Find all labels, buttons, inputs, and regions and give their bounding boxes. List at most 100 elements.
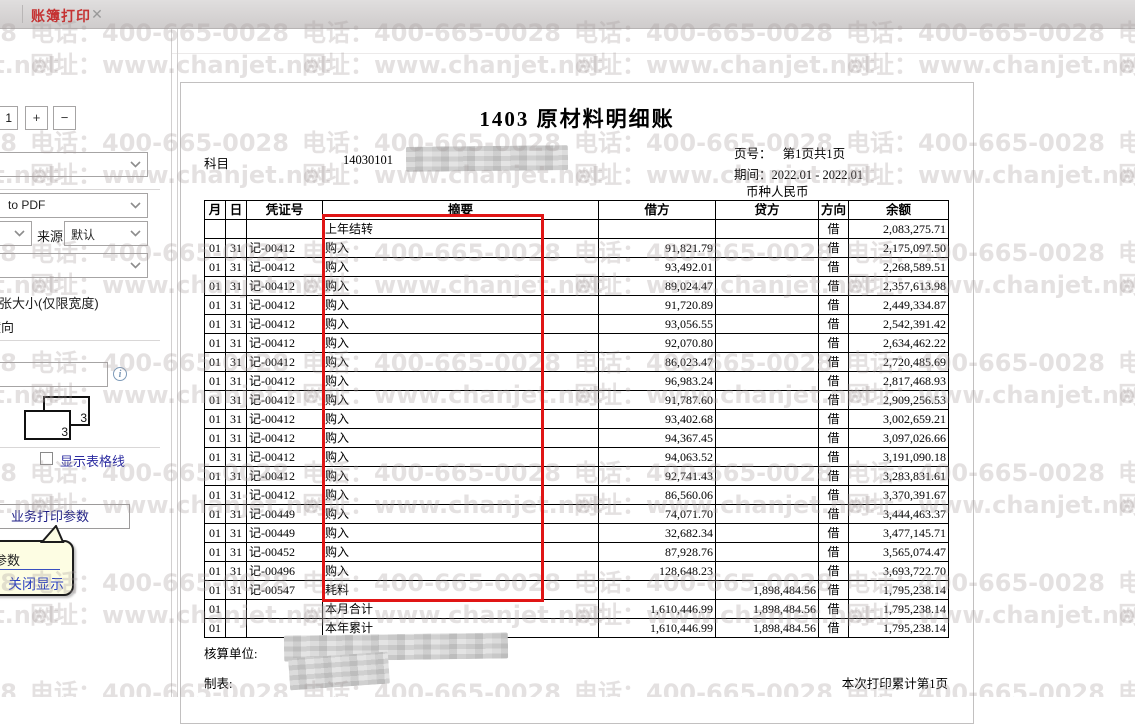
close-icon[interactable]: ✕ xyxy=(91,6,103,22)
table-row: 01 31 记-00412 购入 86,023.47 借 2,720,485.69 xyxy=(204,352,949,372)
panel-divider xyxy=(0,447,160,448)
table-cell: 借 xyxy=(818,561,849,581)
table-cell: 01 xyxy=(204,561,226,581)
business-print-params-button[interactable]: 业务打印参数 xyxy=(0,504,130,529)
toolbar-divider xyxy=(0,53,1135,54)
table-cell: 31 xyxy=(225,485,247,505)
table-cell: 91,787.60 xyxy=(598,390,716,410)
subject-label: 科目 xyxy=(204,157,230,171)
table-cell: 01 xyxy=(204,523,226,543)
panel-divider xyxy=(0,189,160,190)
table-cell: 借 xyxy=(818,276,849,296)
table-cell: 记-00412 xyxy=(246,371,323,391)
table-cell: 01 xyxy=(204,390,226,410)
table-cell: 01 xyxy=(204,333,226,353)
help-callout: 参数 关闭显示 xyxy=(0,540,74,596)
table-row: 01 31 记-00412 购入 86,560.06 借 3,370,391.67 xyxy=(204,485,949,505)
table-cell: 记-00412 xyxy=(246,295,323,315)
table-cell: 92,741.43 xyxy=(598,466,716,486)
table-cell: 借 xyxy=(818,542,849,562)
table-cell: 1,610,446.99 xyxy=(598,618,716,638)
zoom-in-button[interactable]: + xyxy=(25,106,48,130)
table-row: 01 31 记-00412 购入 96,983.24 借 2,817,468.93 xyxy=(204,371,949,391)
table-cell: 94,063.52 xyxy=(598,447,716,467)
table-cell: 借 xyxy=(818,219,849,239)
custom-scale-input[interactable] xyxy=(0,362,108,387)
document-title: 1403 原材料明细账 xyxy=(479,107,675,131)
table-cell: 3,002,659.21 xyxy=(848,409,949,429)
table-cell: 购入 xyxy=(322,447,599,467)
table-cell: 借 xyxy=(818,333,849,353)
zoom-out-button[interactable]: − xyxy=(53,106,76,130)
callout-close-link[interactable]: 关闭显示 xyxy=(8,576,64,592)
table-cell: 91,821.79 xyxy=(598,238,716,258)
table-row: 01 31 记-00412 购入 91,787.60 借 2,909,256.53 xyxy=(204,390,949,410)
table-cell xyxy=(598,580,716,600)
table-cell: 借 xyxy=(818,523,849,543)
table-cell: 31 xyxy=(225,466,247,486)
table-cell: 86,023.47 xyxy=(598,352,716,372)
panel-resize-divider[interactable] xyxy=(171,28,178,697)
table-cell: 购入 xyxy=(322,314,599,334)
table-row: 01 31 记-00412 购入 91,720.89 借 2,449,334.87 xyxy=(204,295,949,315)
watermark-text: 网址：www.chanjet.net xyxy=(1118,51,1135,79)
table-cell: 购入 xyxy=(322,276,599,296)
table-cell: 记-00412 xyxy=(246,409,323,429)
redacted-preparer-name xyxy=(288,651,390,691)
table-row: 01 31 记-00412 购入 89,024.47 借 2,357,613.98 xyxy=(204,276,949,296)
print-option-dropdown[interactable] xyxy=(0,152,148,177)
table-cell: 01 xyxy=(204,580,226,600)
table-cell: 01 xyxy=(204,371,226,391)
source-dropdown[interactable]: 默认 xyxy=(64,221,148,246)
table-cell: 89,024.47 xyxy=(598,276,716,296)
table-cell: 借 xyxy=(818,371,849,391)
table-cell xyxy=(715,428,819,448)
show-gridlines-checkbox[interactable] xyxy=(40,452,53,465)
table-cell: 借 xyxy=(818,466,849,486)
table-cell xyxy=(715,371,819,391)
table-cell: 3,444,463.37 xyxy=(848,504,949,524)
table-cell: 01 xyxy=(204,352,226,372)
page-number-input[interactable] xyxy=(0,106,18,130)
accounting-unit-label: 核算单位: xyxy=(204,647,258,661)
chevron-down-icon xyxy=(14,230,25,237)
preparer-label: 制表: xyxy=(204,677,233,691)
table-cell: 1,795,238.14 xyxy=(848,599,949,619)
table-row: 01 31 记-00412 购入 93,056.55 借 2,542,391.42 xyxy=(204,314,949,334)
scale-dropdown[interactable] xyxy=(0,253,148,278)
table-cell: 1,898,484.56 xyxy=(715,618,819,638)
table-cell: 3,565,074.47 xyxy=(848,542,949,562)
watermark-text: 电话：400-665-0028 xyxy=(1118,569,1135,597)
table-cell xyxy=(598,219,716,239)
column-header: 凭证号 xyxy=(246,200,323,220)
table-cell: 购入 xyxy=(322,352,599,372)
table-row: 01 31 记-00449 购入 32,682.34 借 3,477,145.71 xyxy=(204,523,949,543)
table-cell: 3,191,090.18 xyxy=(848,447,949,467)
watermark-text: 网址：www.chanjet.net xyxy=(1118,161,1135,189)
table-cell: 记-00412 xyxy=(246,276,323,296)
table-cell: 31 xyxy=(225,314,247,334)
table-cell: 31 xyxy=(225,390,247,410)
tab-ledger-print[interactable]: 账簿打印 xyxy=(31,8,91,24)
table-row: 01 31 记-00452 购入 87,928.76 借 3,565,074.47 xyxy=(204,542,949,562)
table-cell xyxy=(715,485,819,505)
ledger-table: 月日凭证号 摘要 借方 贷方 方向 余额 上年结转借 2,083,275.71 01 31 记-0… xyxy=(204,200,949,638)
table-cell: 记-00412 xyxy=(246,428,323,448)
table-cell: 96,983.24 xyxy=(598,371,716,391)
table-cell xyxy=(715,333,819,353)
table-cell: 01 xyxy=(204,618,226,638)
table-cell xyxy=(715,561,819,581)
table-cell: 记-00412 xyxy=(246,333,323,353)
table-cell: 74,071.70 xyxy=(598,504,716,524)
table-cell: 借 xyxy=(818,618,849,638)
watermark-text: 网址：www.chanjet.net xyxy=(302,51,603,79)
table-cell: 购入 xyxy=(322,257,599,277)
table-cell: 31 xyxy=(225,409,247,429)
printer-dropdown[interactable]: to PDF xyxy=(0,193,148,218)
table-cell: 购入 xyxy=(322,428,599,448)
print-total-label: 本次打印累计第1页 xyxy=(841,677,948,691)
table-cell: 2,542,391.42 xyxy=(848,314,949,334)
table-cell: 01 xyxy=(204,409,226,429)
paper-dropdown[interactable] xyxy=(0,221,32,246)
table-cell: 92,070.80 xyxy=(598,333,716,353)
